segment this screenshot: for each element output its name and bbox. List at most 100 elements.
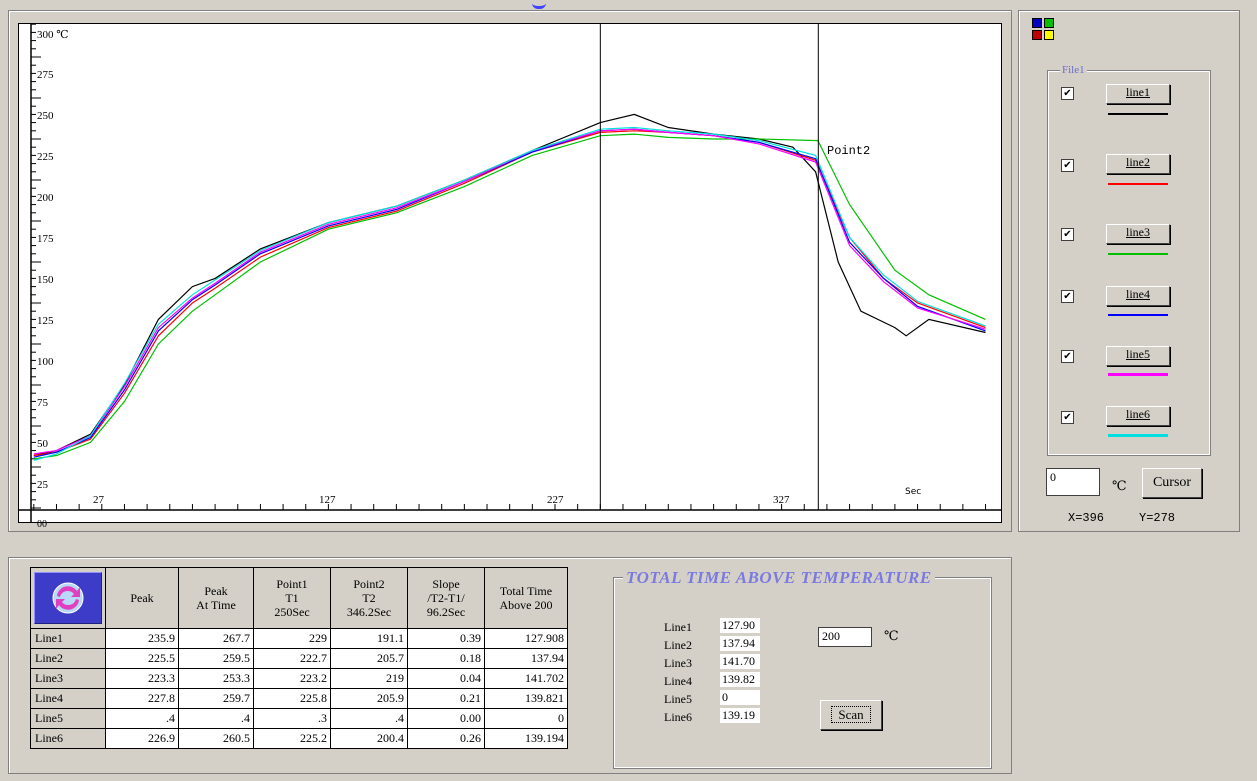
scan-button[interactable]: Scan (820, 700, 882, 730)
total-time-title: TOTAL TIME ABOVE TEMPERATURE (623, 568, 935, 588)
cell-peak-at-time: 253.3 (178, 668, 254, 689)
line1-checkbox[interactable]: ✔ (1061, 87, 1074, 100)
cell-peak: 235.9 (105, 628, 179, 649)
header-total-time-l1: Total Time (499, 584, 553, 598)
line2-checkbox[interactable]: ✔ (1061, 159, 1074, 172)
line6-checkbox[interactable]: ✔ (1061, 411, 1074, 424)
refresh-button[interactable] (34, 572, 102, 624)
cell-slope: 0.26 (407, 728, 485, 749)
tta-line2-value: 137.94 (720, 636, 760, 651)
cell-total-time: 127.908 (484, 628, 568, 649)
x-axis (19, 504, 1001, 511)
cell-point1: 225.2 (253, 728, 331, 749)
series-line2 (33, 130, 986, 457)
header-point2-l2: T2 (362, 591, 376, 605)
line-chart[interactable] (19, 24, 1001, 522)
cursor-temp-input[interactable]: 0 (1046, 468, 1100, 496)
y-axis (30, 24, 41, 522)
table-row: Line1 235.9 267.7 229 191.1 0.39 127.908 (30, 628, 568, 649)
cell-point2: .4 (330, 708, 408, 729)
tta-line2-label: Line2 (664, 638, 692, 652)
line5-checkbox[interactable]: ✔ (1061, 350, 1074, 363)
header-peak-at-time: Peak At Time (178, 567, 254, 629)
cell-total-time: 137.94 (484, 648, 568, 669)
row-label: Line2 (30, 648, 106, 669)
tta-line6-value: 139.19 (720, 708, 760, 723)
header-slope-l1: Slope (432, 577, 460, 591)
cell-point1: 225.8 (253, 688, 331, 709)
threshold-temp-input[interactable]: 200 (818, 627, 872, 647)
cell-peak-at-time: 259.7 (178, 688, 254, 709)
refresh-header-cell (30, 567, 106, 629)
line5-button[interactable]: line5 (1106, 346, 1170, 366)
line2-color-swatch (1108, 183, 1168, 185)
table-row: Line5 .4 .4 .3 .4 0.00 0 (30, 708, 568, 729)
cursor-lines (599, 24, 819, 510)
cell-peak-at-time: .4 (178, 708, 254, 729)
cell-peak: 223.3 (105, 668, 179, 689)
y-tick-150: 150 (37, 274, 54, 286)
tta-line1-label: Line1 (664, 620, 692, 634)
table-header-row: Peak Peak At Time Point1 T1 250Sec Point2 T2… (30, 567, 568, 629)
x-tick-327: 327 (773, 494, 790, 506)
row-label: Line4 (30, 688, 106, 709)
line3-button[interactable]: line3 (1106, 224, 1170, 244)
chart-frame (8, 10, 1012, 532)
threshold-temp-unit: ℃ (884, 628, 899, 643)
header-point2-l3: 346.2Sec (346, 605, 392, 619)
line4-button-label: line4 (1126, 287, 1150, 301)
y-tick-175: 175 (37, 233, 54, 245)
cursor-x-readout: X=396 (1068, 511, 1105, 525)
line6-button[interactable]: line6 (1106, 406, 1170, 426)
series-line5 (33, 128, 986, 455)
table-row: Line3 223.3 253.3 223.2 219 0.04 141.702 (30, 668, 568, 689)
cell-point2: 219 (330, 668, 408, 689)
results-table: Peak Peak At Time Point1 T1 250Sec Point2 T2… (30, 567, 568, 749)
cell-peak-at-time: 259.5 (178, 648, 254, 669)
chart-title-fragment (532, 0, 546, 9)
line4-color-swatch (1108, 314, 1168, 316)
line3-color-swatch (1108, 253, 1168, 255)
x-tick-227: 227 (547, 494, 564, 506)
cell-slope: 0.00 (407, 708, 485, 729)
line2-button[interactable]: line2 (1106, 154, 1170, 174)
cell-point1: 229 (253, 628, 331, 649)
header-total-time-l2: Above 200 (499, 598, 553, 612)
cell-point2: 191.1 (330, 628, 408, 649)
y-tick-125: 125 (37, 315, 54, 327)
header-slope: Slope/T2-T1/96.2Sec (407, 567, 485, 629)
layout-grid-icon[interactable] (1028, 14, 1056, 42)
x-tick-127: 127 (319, 494, 336, 506)
line4-button[interactable]: line4 (1106, 286, 1170, 306)
cell-point1: .3 (253, 708, 331, 729)
scan-button-label: Scan (831, 706, 871, 723)
header-point1-l3: 250Sec (274, 605, 310, 619)
row-label: Line1 (30, 628, 106, 649)
cell-peak-at-time: 260.5 (178, 728, 254, 749)
line5-button-label: line5 (1126, 347, 1150, 361)
line3-checkbox[interactable]: ✔ (1061, 228, 1074, 241)
line5-color-swatch (1108, 373, 1168, 376)
cell-total-time: 139.194 (484, 728, 568, 749)
chart-plot-area[interactable]: 300 ℃ 275 250 225 200 175 150 125 100 75… (18, 23, 1002, 530)
cell-total-time: 141.702 (484, 668, 568, 689)
line1-button[interactable]: line1 (1106, 84, 1170, 104)
point2-label: Point2 (827, 144, 871, 158)
cell-slope: 0.21 (407, 688, 485, 709)
right-panel (1018, 10, 1240, 532)
green-square (1044, 18, 1054, 28)
cell-slope: 0.39 (407, 628, 485, 649)
cell-peak-at-time: 267.7 (178, 628, 254, 649)
tta-line3-value: 141.70 (720, 654, 760, 669)
tta-line5-label: Line5 (664, 692, 692, 706)
cursor-button[interactable]: Cursor (1142, 468, 1202, 498)
header-peak: Peak (105, 567, 179, 629)
y-tick-00: 00 (37, 519, 47, 530)
cell-point1: 223.2 (253, 668, 331, 689)
table-row: Line2 225.5 259.5 222.7 205.7 0.18 137.9… (30, 648, 568, 669)
header-peak-l1: Peak (130, 591, 154, 605)
cell-point2: 205.7 (330, 648, 408, 669)
cursor-temp-unit: ℃ (1112, 478, 1127, 493)
line4-checkbox[interactable]: ✔ (1061, 290, 1074, 303)
header-total-time: Total Time Above 200 (484, 567, 568, 629)
